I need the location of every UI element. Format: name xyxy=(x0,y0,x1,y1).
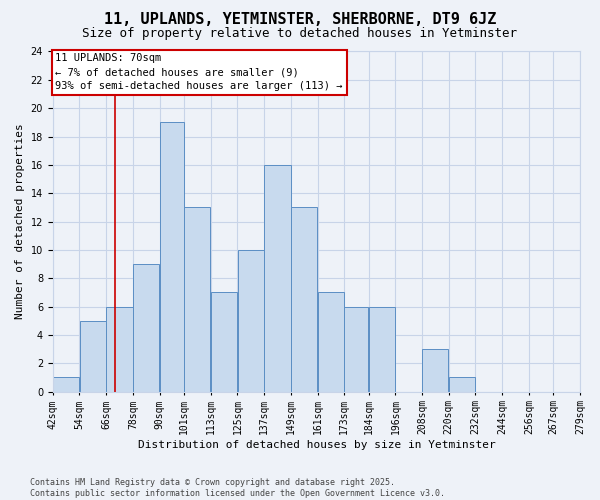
Bar xyxy=(53,378,79,392)
Bar xyxy=(318,292,344,392)
Text: Size of property relative to detached houses in Yetminster: Size of property relative to detached ho… xyxy=(83,28,517,40)
Text: 11, UPLANDS, YETMINSTER, SHERBORNE, DT9 6JZ: 11, UPLANDS, YETMINSTER, SHERBORNE, DT9 … xyxy=(104,12,496,28)
Text: Contains HM Land Registry data © Crown copyright and database right 2025.
Contai: Contains HM Land Registry data © Crown c… xyxy=(30,478,445,498)
Bar xyxy=(184,208,211,392)
Bar xyxy=(369,306,395,392)
Bar xyxy=(291,208,317,392)
Bar xyxy=(422,349,448,392)
Bar xyxy=(160,122,184,392)
Bar xyxy=(106,306,133,392)
Text: 11 UPLANDS: 70sqm
← 7% of detached houses are smaller (9)
93% of semi-detached h: 11 UPLANDS: 70sqm ← 7% of detached house… xyxy=(55,53,343,91)
Bar xyxy=(265,165,290,392)
Bar xyxy=(211,292,237,392)
Bar xyxy=(238,250,264,392)
Y-axis label: Number of detached properties: Number of detached properties xyxy=(15,124,25,320)
Bar xyxy=(344,306,368,392)
Bar xyxy=(133,264,159,392)
Bar xyxy=(80,320,106,392)
Bar xyxy=(449,378,475,392)
X-axis label: Distribution of detached houses by size in Yetminster: Distribution of detached houses by size … xyxy=(137,440,495,450)
